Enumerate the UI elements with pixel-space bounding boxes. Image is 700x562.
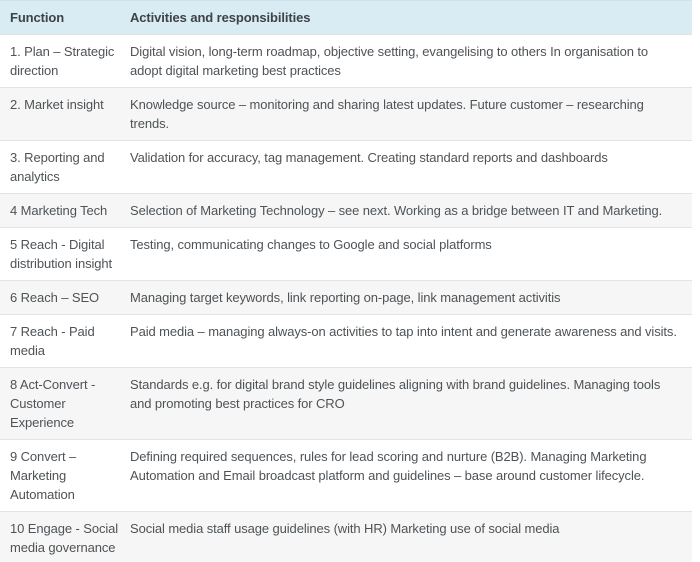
table-header-row: Function Activities and responsibilities <box>0 0 692 34</box>
table-row: 6 Reach – SEO Managing target keywords, … <box>0 280 692 314</box>
table-row: 5 Reach - Digital distribution insight T… <box>0 227 692 280</box>
column-header-function: Function <box>10 10 65 25</box>
table-row: 3. Reporting and analytics Validation fo… <box>0 140 692 193</box>
table-row: 8 Act-Convert - Customer Experience Stan… <box>0 367 692 439</box>
function-cell: 8 Act-Convert - Customer Experience <box>10 377 96 430</box>
activities-cell: Knowledge source – monitoring and sharin… <box>130 97 644 131</box>
activities-cell: Digital vision, long-term roadmap, objec… <box>130 44 649 78</box>
activities-cell: Defining required sequences, rules for l… <box>130 449 647 483</box>
function-cell: 9 Convert – Marketing Automation <box>10 449 77 502</box>
table-row: 7 Reach - Paid media Paid media – managi… <box>0 314 692 367</box>
activities-cell: Social media staff usage guidelines (wit… <box>130 521 560 536</box>
function-cell: 6 Reach – SEO <box>10 290 100 305</box>
function-cell: 7 Reach - Paid media <box>10 324 95 358</box>
activities-cell: Testing, communicating changes to Google… <box>130 237 492 252</box>
table-row: 9 Convert – Marketing Automation Definin… <box>0 439 692 511</box>
table-row: 10 Engage - Social media governance Soci… <box>0 511 692 562</box>
table-row: 2. Market insight Knowledge source – mon… <box>0 87 692 140</box>
table-row: 1. Plan – Strategic direction Digital vi… <box>0 34 692 87</box>
function-cell: 2. Market insight <box>10 97 104 112</box>
function-cell: 1. Plan – Strategic direction <box>10 44 115 78</box>
activities-cell: Paid media – managing always-on activiti… <box>130 324 677 339</box>
function-cell: 4 Marketing Tech <box>10 203 108 218</box>
activities-cell: Validation for accuracy, tag management.… <box>130 150 608 165</box>
activities-cell: Standards e.g. for digital brand style g… <box>130 377 661 411</box>
activities-cell: Selection of Marketing Technology – see … <box>130 203 663 218</box>
activities-cell: Managing target keywords, link reporting… <box>130 290 561 305</box>
function-cell: 10 Engage - Social media governance <box>10 521 119 555</box>
column-header-activities: Activities and responsibilities <box>130 10 311 25</box>
function-cell: 3. Reporting and analytics <box>10 150 105 184</box>
function-cell: 5 Reach - Digital distribution insight <box>10 237 113 271</box>
table-row: 4 Marketing Tech Selection of Marketing … <box>0 193 692 227</box>
